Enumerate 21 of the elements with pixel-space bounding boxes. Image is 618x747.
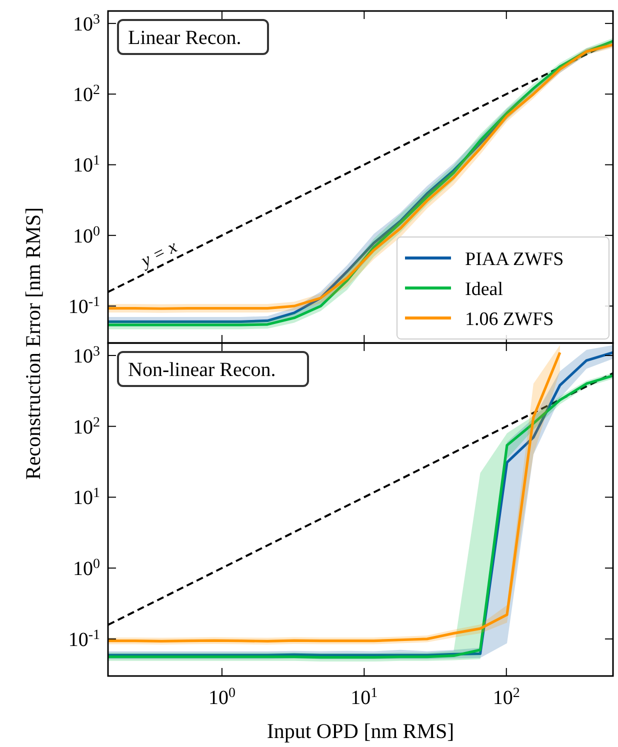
y-axis-title: Reconstruction Error [nm RMS] xyxy=(21,207,45,480)
legend-label: Ideal xyxy=(465,279,503,300)
y-tick-label: 10$^{0}$ xyxy=(73,224,100,248)
y-tick-label: 10$^{-1}$ xyxy=(68,294,100,318)
y-tick-label: 10$^{1}$ xyxy=(73,153,100,177)
y-tick-label: 10$^{1}$ xyxy=(73,486,100,510)
text: Linear Recon. xyxy=(128,27,242,49)
y-tick-label: 10$^{2}$ xyxy=(73,414,100,438)
x-axis-title: Input OPD [nm RMS] xyxy=(266,719,454,743)
y-tick-label: 10$^{3}$ xyxy=(73,344,100,368)
y-tick-label: 10$^{2}$ xyxy=(73,82,100,106)
legend-label: PIAA ZWFS xyxy=(465,249,564,270)
annotation: y = x xyxy=(136,236,180,272)
y-tick-label: 10$^{0}$ xyxy=(73,556,100,580)
x-tick-label: 10$^{2}$ xyxy=(492,686,520,709)
y-tick-label: 10$^{-1}$ xyxy=(68,627,100,651)
x-tick-label: 10$^{1}$ xyxy=(350,686,378,709)
y-tick-label: 10$^{3}$ xyxy=(73,12,100,36)
legend-label: 1.06 ZWFS xyxy=(465,309,554,330)
text: Non-linear Recon. xyxy=(128,359,276,381)
x-tick-label: 10$^{0}$ xyxy=(208,686,236,709)
